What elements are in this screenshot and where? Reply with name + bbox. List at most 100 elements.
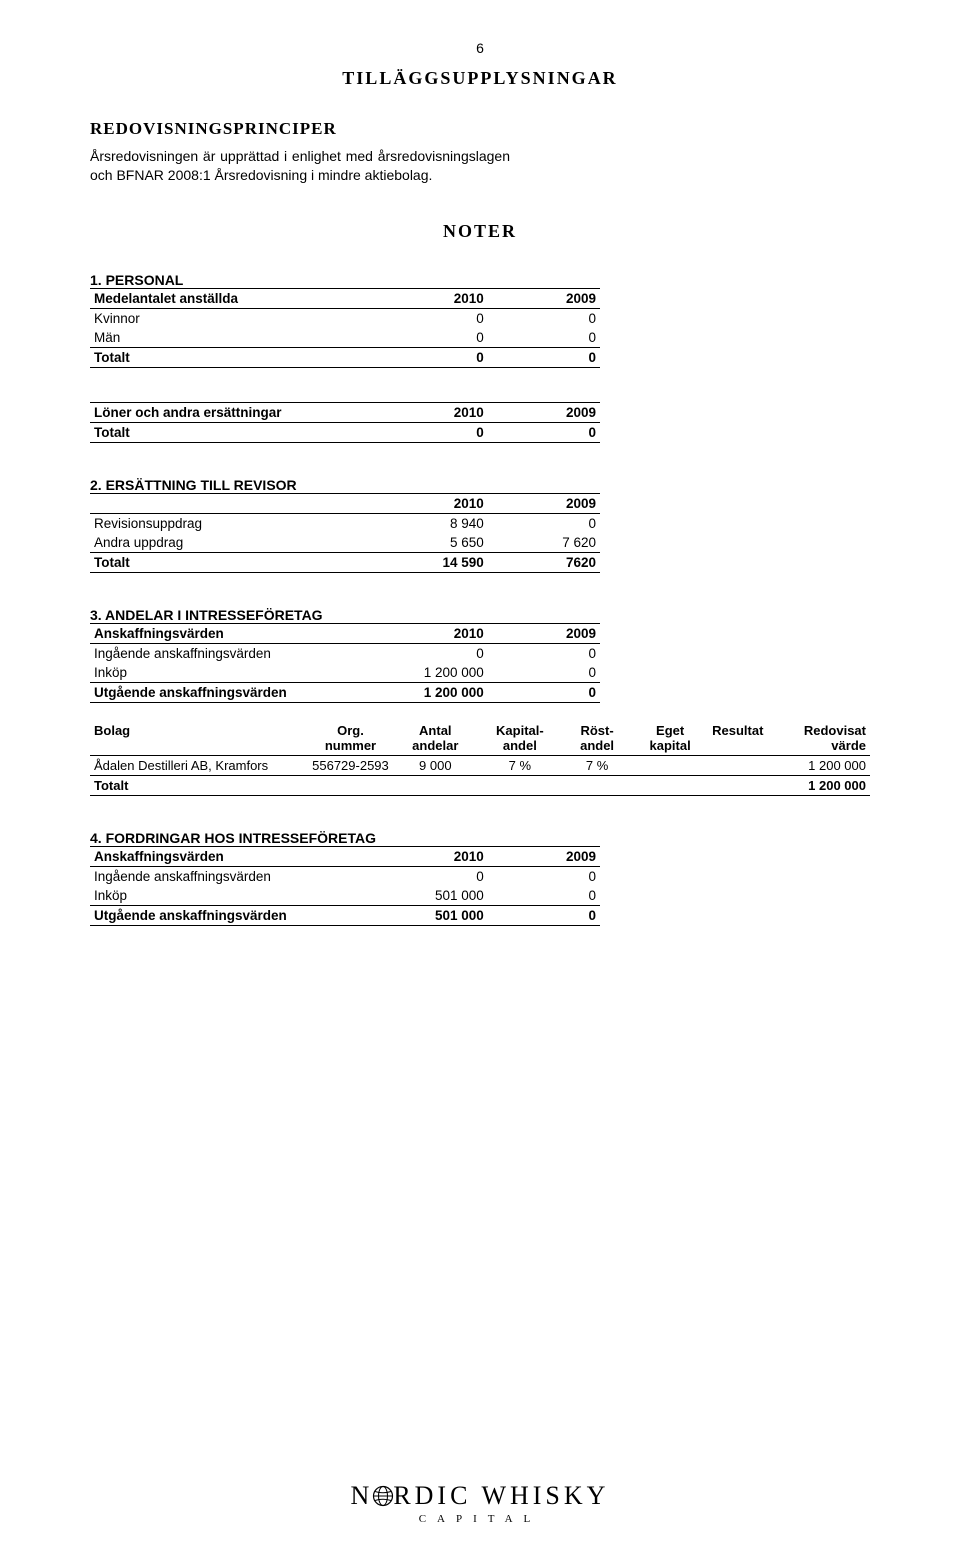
cell: Kvinnor (90, 308, 376, 328)
cell: 0 (488, 866, 600, 886)
cell: 501 000 (376, 905, 488, 925)
cell: 1 200 000 (767, 755, 870, 775)
cell: Totalt (90, 552, 376, 572)
cell: 0 (488, 347, 600, 367)
cell: Röst-andel (562, 721, 632, 756)
cell: 0 (488, 308, 600, 328)
cell: 7620 (488, 552, 600, 572)
cell: 2009 (488, 493, 600, 513)
cell: 0 (488, 422, 600, 442)
note3-title: 3. ANDELAR I INTRESSEFÖRETAG (90, 607, 870, 623)
note1-tableA: Medelantalet anställda 2010 2009 Kvinnor… (90, 288, 600, 368)
heading-noter: NOTER (90, 221, 870, 242)
page-number: 6 (90, 40, 870, 56)
cell: 1 200 000 (376, 682, 488, 702)
cell: Antal andelar (393, 721, 478, 756)
cell: Inköp (90, 886, 376, 906)
cell: 7 % (562, 755, 632, 775)
cell: 2009 (488, 846, 600, 866)
logo-text: N (351, 1481, 374, 1510)
cell: Löner och andra ersättningar (90, 402, 376, 422)
cell: Anskaffningsvärden (90, 623, 376, 643)
cell: 2009 (488, 402, 600, 422)
note3-table: Anskaffningsvärden 2010 2009 Ingående an… (90, 623, 600, 703)
cell: 556729-2593 (308, 755, 393, 775)
cell: Utgående anskaffningsvärden (90, 682, 376, 702)
cell: Kapital-andel (478, 721, 562, 756)
cell: 0 (488, 905, 600, 925)
cell: Anskaffningsvärden (90, 846, 376, 866)
cell: 2010 (376, 623, 488, 643)
note1-title: 1. PERSONAL (90, 272, 870, 288)
note1-tableB: Löner och andra ersättningar 2010 2009 T… (90, 402, 600, 443)
note2-table: 2010 2009 Revisionsuppdrag 8 940 0 Andra… (90, 493, 600, 573)
cell: Redovisat värde (767, 721, 870, 756)
cell: 0 (376, 422, 488, 442)
note4-title: 4. FORDRINGAR HOS INTRESSEFÖRETAG (90, 830, 870, 846)
footer-logo: N RDIC WHISKY CAPITAL (0, 1481, 960, 1525)
cell: Resultat (708, 721, 767, 756)
cell: 1 200 000 (376, 663, 488, 683)
cell: 7 % (478, 755, 562, 775)
cell (708, 775, 767, 795)
cell: 0 (488, 663, 600, 683)
note2-title: 2. ERSÄTTNING TILL REVISOR (90, 477, 870, 493)
cell: Totalt (90, 422, 376, 442)
cell: 14 590 (376, 552, 488, 572)
logo-line1: N RDIC WHISKY (0, 1481, 960, 1511)
cell: 501 000 (376, 886, 488, 906)
cell (308, 775, 393, 795)
cell: 2010 (376, 402, 488, 422)
cell: Män (90, 328, 376, 348)
cell: Revisionsuppdrag (90, 513, 376, 533)
cell: 0 (488, 328, 600, 348)
logo-line2: CAPITAL (0, 1513, 960, 1525)
cell: 0 (488, 682, 600, 702)
cell: 0 (488, 886, 600, 906)
note4-table: Anskaffningsvärden 2010 2009 Ingående an… (90, 846, 600, 926)
cell: 2009 (488, 623, 600, 643)
cell: 2009 (488, 288, 600, 308)
cell: 0 (376, 347, 488, 367)
cell: Org. nummer (308, 721, 393, 756)
cell (562, 775, 632, 795)
cell: Bolag (90, 721, 308, 756)
cell: 8 940 (376, 513, 488, 533)
cell: 0 (488, 643, 600, 663)
cell: 5 650 (376, 533, 488, 553)
heading-tillagg: TILLÄGGSUPPLYSNINGAR (90, 68, 870, 89)
cell: 0 (376, 328, 488, 348)
cell: 2010 (376, 846, 488, 866)
cell: Utgående anskaffningsvärden (90, 905, 376, 925)
cell: 2010 (376, 288, 488, 308)
cell: 1 200 000 (767, 775, 870, 795)
cell: Eget kapital (632, 721, 708, 756)
cell (393, 775, 478, 795)
cell: Andra uppdrag (90, 533, 376, 553)
cell: Ådalen Destilleri AB, Kramfors (90, 755, 308, 775)
cell (708, 755, 767, 775)
cell: Totalt (90, 775, 308, 795)
cell: 2010 (376, 493, 488, 513)
heading-principles: REDOVISNINGSPRINCIPER (90, 119, 870, 139)
cell (90, 493, 376, 513)
cell: Totalt (90, 347, 376, 367)
cell (478, 775, 562, 795)
principles-text: Årsredovisningen är upprättad i enlighet… (90, 147, 510, 185)
document-page: 6 TILLÄGGSUPPLYSNINGAR REDOVISNINGSPRINC… (0, 0, 960, 1565)
cell: 0 (376, 643, 488, 663)
logo-text: RDIC WHISKY (393, 1481, 609, 1510)
cell: Inköp (90, 663, 376, 683)
note3-wide-table: Bolag Org. nummer Antal andelar Kapital-… (90, 721, 870, 796)
cell: Ingående anskaffningsvärden (90, 643, 376, 663)
cell: 9 000 (393, 755, 478, 775)
cell: 0 (488, 513, 600, 533)
cell: Ingående anskaffningsvärden (90, 866, 376, 886)
globe-icon (372, 1485, 394, 1507)
cell (632, 775, 708, 795)
cell (632, 755, 708, 775)
cell: 0 (376, 308, 488, 328)
cell: 0 (376, 866, 488, 886)
cell: Medelantalet anställda (90, 288, 376, 308)
cell: 7 620 (488, 533, 600, 553)
